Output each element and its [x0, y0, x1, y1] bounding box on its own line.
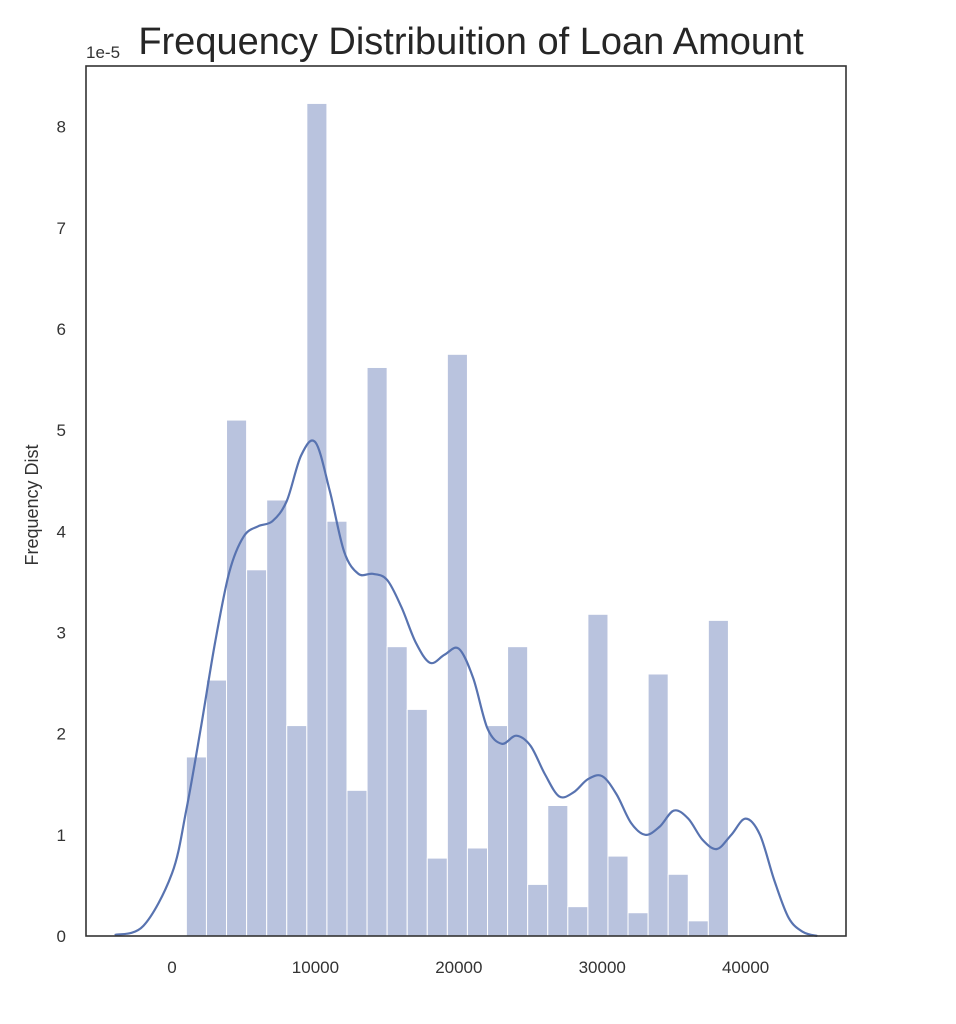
plot-area-frame: [85, 65, 847, 937]
histogram-bar: [547, 805, 569, 937]
histogram-bar: [487, 725, 509, 937]
x-tick-label: 0: [167, 958, 176, 977]
chart-title: Frequency Distribuition of Loan Amount: [138, 21, 804, 63]
y-axis-offset-label: 1e-5: [86, 43, 120, 62]
histogram-bar: [246, 569, 268, 937]
histogram-bar: [507, 646, 529, 937]
histogram-bar: [226, 419, 248, 937]
y-tick-label: 7: [57, 219, 66, 238]
kde-density-line: [114, 439, 818, 938]
y-tick-label: 6: [57, 320, 66, 339]
histogram-bar: [687, 920, 709, 937]
histogram-bar: [205, 679, 228, 937]
x-tick-label: 30000: [579, 958, 626, 977]
histogram-bar: [446, 353, 468, 937]
histogram-bar: [647, 673, 669, 937]
y-tick-label: 0: [57, 927, 66, 946]
x-tick-label: 20000: [435, 958, 482, 977]
histogram-bar: [627, 912, 649, 937]
y-tick-label: 2: [57, 725, 66, 744]
x-tick-label: 10000: [292, 958, 339, 977]
x-tick-label: 40000: [722, 958, 769, 977]
histogram-bar: [607, 855, 629, 937]
histogram-bars: [185, 102, 729, 937]
histogram-bar: [707, 619, 729, 937]
histogram-bar: [466, 847, 489, 937]
histogram-bar: [386, 646, 408, 937]
y-axis-ticks: 0 1 2 3 4 5 6 7 8: [57, 118, 66, 946]
histogram-bar: [667, 873, 689, 937]
histogram-bar: [527, 883, 549, 937]
y-tick-label: 1: [57, 826, 66, 845]
y-axis-label: Frequency Dist: [22, 444, 42, 565]
histogram-bar: [346, 789, 368, 937]
histogram-bar: [567, 906, 589, 937]
histogram-bar: [366, 366, 388, 937]
histogram-bar: [306, 102, 328, 937]
histogram-bar: [286, 725, 308, 937]
y-tick-label: 5: [57, 421, 66, 440]
histogram-bar: [326, 520, 348, 937]
y-tick-label: 4: [57, 522, 66, 541]
histogram-bar: [185, 756, 207, 937]
y-tick-label: 8: [57, 118, 66, 137]
histogram-bar: [406, 708, 428, 937]
x-axis-ticks: 0 10000 20000 30000 40000: [167, 958, 769, 977]
y-tick-label: 3: [57, 624, 66, 643]
histogram-bar: [426, 857, 448, 937]
histogram-bar: [266, 499, 288, 937]
